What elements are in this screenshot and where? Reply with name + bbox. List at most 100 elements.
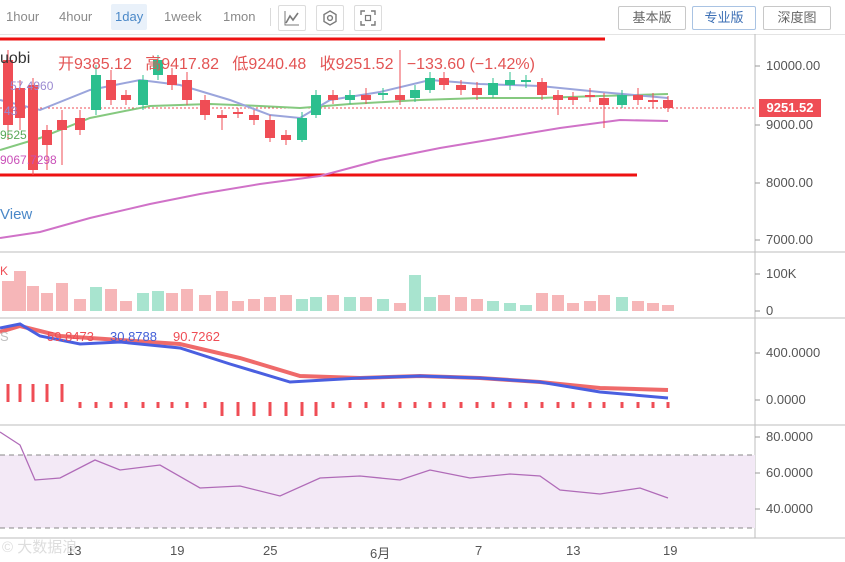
volume-bar [166,293,178,311]
change-value: −133.60 [406,56,466,73]
macd-histogram-bar [413,402,417,408]
volume-bar [344,297,356,311]
indicator-icon[interactable] [278,5,306,31]
volume-tick-100k: 100K [766,266,797,281]
macd-histogram-bar [300,402,304,416]
macd-histogram-bar [236,402,240,416]
ma-legend-4: 9067.7298 [0,153,57,167]
macd-histogram-bar [331,402,335,408]
volume-bar [41,293,53,311]
macd-histogram-bar [571,402,575,408]
volume-bar [14,271,26,311]
candle-body [42,130,52,145]
volume-bar [520,305,532,311]
candle-body [281,135,291,140]
close-label: 收 [319,56,336,73]
macd-histogram-bar [60,384,64,402]
macd-tick-400: 400.0000 [766,345,821,360]
volume-tick-0: 0 [766,303,774,318]
tab-1day[interactable]: 1day [111,4,148,30]
candle-body [425,78,435,90]
volume-bar [90,287,102,311]
candle-body [439,78,449,85]
macd-histogram-bar [252,402,256,416]
toolbar-divider [270,8,271,26]
depth-chart-button[interactable]: 深度图 [763,6,831,30]
candle-body [410,90,420,98]
candle-body [182,80,192,100]
macd-histogram-bar [556,402,560,408]
volume-bar [409,275,421,311]
tab-4hour[interactable]: 4hour [59,9,93,24]
macd-histogram-bar [268,402,272,416]
macd-histogram-bar [94,402,98,408]
candle-body [121,95,131,100]
timeframe-toolbar: 1hour 4hour 1day 1week 1mon 基本版 专业版 深度图 [0,0,845,35]
macd-histogram-bar [651,402,655,408]
open-label: 开 [58,56,75,73]
candle-body [57,120,67,130]
volume-bar [27,286,39,311]
current-price-tag: 9251.52 [759,99,821,117]
candle-body [311,95,321,115]
volume-bar [137,293,149,311]
candle-body [249,115,259,120]
macd-histogram-bar [524,402,528,408]
basic-view-button[interactable]: 基本版 [618,6,686,30]
volume-label: K [0,264,9,278]
macd-histogram-bar [398,402,402,408]
tab-1week[interactable]: 1week [164,9,202,24]
candle-body [521,80,531,82]
volume-bar [56,283,68,311]
macd-histogram-bar [459,402,463,408]
macd-histogram-bar [45,384,49,402]
volume-bar [199,295,211,311]
candle-body [568,97,578,100]
macd-histogram-bar [124,402,128,408]
volume-bar [105,289,117,311]
date-label-19b: 19 [663,543,678,558]
candle-body [633,95,643,100]
volume-bar [264,297,276,311]
candle-body [297,118,307,140]
macd-value-2: 30.8788 [110,329,157,344]
settings-icon[interactable] [316,5,344,31]
macd-histogram-bar [109,402,113,408]
candle-body [153,60,163,75]
tab-1hour[interactable]: 1hour [6,9,40,24]
high-label: 高 [145,56,162,73]
candle-body [91,75,101,110]
macd-histogram-bar [442,402,446,408]
macd-histogram-bar [6,384,10,402]
tab-1mon[interactable]: 1mon [223,9,256,24]
ma-long-line [0,118,669,239]
candle-body [553,95,563,100]
macd-histogram-bar [428,402,432,408]
macd-label: S [0,329,9,344]
ma-legend-1: 57.4960 [10,79,54,93]
date-label-25: 25 [263,543,278,558]
candle-body [472,88,482,95]
volume-bar [584,301,596,311]
volume-bar [377,299,389,311]
pro-view-button[interactable]: 专业版 [692,6,756,30]
volume-bar [394,303,406,311]
ma-legend-2: 43 [4,104,18,118]
volume-bar [360,297,372,311]
macd-histogram-bar [666,402,670,408]
date-label-19: 19 [170,543,185,558]
watermark-fragment: View [0,206,33,223]
candle-body [456,85,466,90]
volume-bar [327,295,339,311]
candle-body [217,115,227,118]
rsi-tick-60: 60.0000 [766,465,813,480]
candle-body [167,75,177,85]
volume-bar [487,301,499,311]
date-label-june: 6月 [370,546,391,561]
macd-tick-0: 0.0000 [766,392,806,407]
macd-histogram-bar [588,402,592,408]
candle-body [648,100,658,102]
screenshot-icon[interactable] [354,5,382,31]
volume-bar [280,295,292,311]
